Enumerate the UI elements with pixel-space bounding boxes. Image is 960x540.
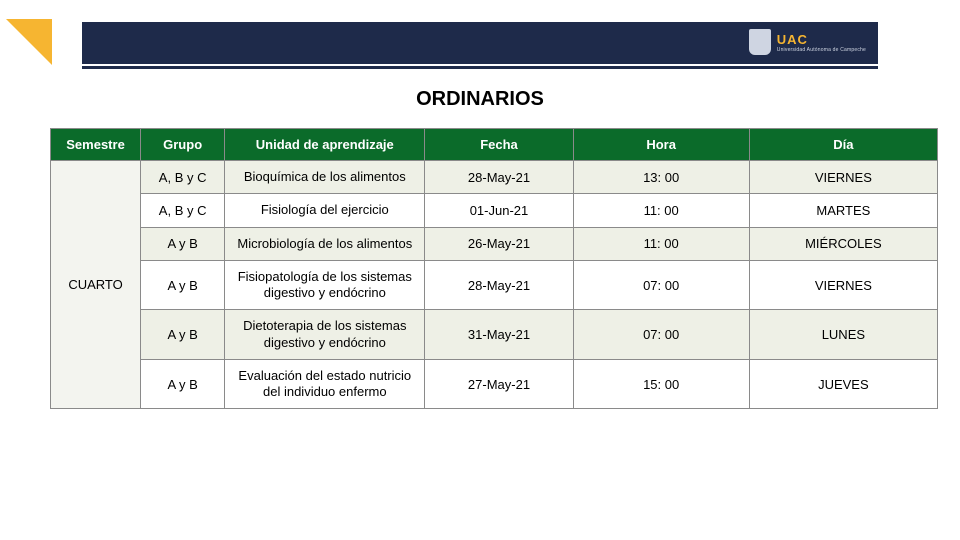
cell-hora: 11: 00 (573, 194, 749, 227)
schedule-table: Semestre Grupo Unidad de aprendizaje Fec… (50, 128, 938, 409)
logo-text-wrap: UAC Universidad Autónoma de Campeche (777, 32, 866, 53)
cell-unidad: Microbiología de los alimentos (225, 227, 425, 260)
cell-fecha: 31-May-21 (425, 310, 573, 360)
logo-subtext: Universidad Autónoma de Campeche (777, 47, 866, 53)
col-unidad: Unidad de aprendizaje (225, 129, 425, 161)
table-row: CUARTO A, B y C Bioquímica de los alimen… (51, 161, 938, 194)
cell-hora: 07: 00 (573, 310, 749, 360)
cell-unidad: Bioquímica de los alimentos (225, 161, 425, 194)
col-semestre: Semestre (51, 129, 141, 161)
cell-unidad: Fisiología del ejercicio (225, 194, 425, 227)
cell-hora: 07: 00 (573, 260, 749, 310)
accent-triangle (6, 19, 52, 65)
cell-unidad: Evaluación del estado nutricio del indiv… (225, 359, 425, 409)
cell-grupo: A, B y C (141, 161, 225, 194)
table-row: A, B y C Fisiología del ejercicio 01-Jun… (51, 194, 938, 227)
cell-dia: VIERNES (749, 260, 937, 310)
cell-dia: MARTES (749, 194, 937, 227)
cell-fecha: 01-Jun-21 (425, 194, 573, 227)
cell-semestre: CUARTO (51, 161, 141, 409)
cell-hora: 13: 00 (573, 161, 749, 194)
table-row: A y B Fisiopatología de los sistemas dig… (51, 260, 938, 310)
cell-unidad: Dietoterapia de los sistemas digestivo y… (225, 310, 425, 360)
page-title: ORDINARIOS (0, 88, 960, 111)
table-row: A y B Dietoterapia de los sistemas diges… (51, 310, 938, 360)
cell-unidad: Fisiopatología de los sistemas digestivo… (225, 260, 425, 310)
col-dia: Día (749, 129, 937, 161)
table-row: A y B Microbiología de los alimentos 26-… (51, 227, 938, 260)
cell-hora: 15: 00 (573, 359, 749, 409)
cell-fecha: 26-May-21 (425, 227, 573, 260)
banner-underline-thin (82, 62, 878, 64)
logo-text: UAC (777, 32, 866, 47)
logo-block: UAC Universidad Autónoma de Campeche (749, 28, 866, 56)
cell-fecha: 28-May-21 (425, 260, 573, 310)
table-row: A y B Evaluación del estado nutricio del… (51, 359, 938, 409)
cell-grupo: A y B (141, 310, 225, 360)
col-grupo: Grupo (141, 129, 225, 161)
cell-dia: MIÉRCOLES (749, 227, 937, 260)
col-hora: Hora (573, 129, 749, 161)
banner-underline-thick (82, 66, 878, 69)
table-header-row: Semestre Grupo Unidad de aprendizaje Fec… (51, 129, 938, 161)
cell-dia: LUNES (749, 310, 937, 360)
cell-dia: VIERNES (749, 161, 937, 194)
cell-fecha: 27-May-21 (425, 359, 573, 409)
schedule-table-wrap: Semestre Grupo Unidad de aprendizaje Fec… (50, 128, 938, 409)
cell-grupo: A y B (141, 260, 225, 310)
cell-hora: 11: 00 (573, 227, 749, 260)
cell-grupo: A y B (141, 359, 225, 409)
banner: UAC Universidad Autónoma de Campeche (0, 22, 960, 62)
col-fecha: Fecha (425, 129, 573, 161)
table-body: CUARTO A, B y C Bioquímica de los alimen… (51, 161, 938, 409)
cell-grupo: A y B (141, 227, 225, 260)
crest-icon (749, 29, 771, 55)
cell-fecha: 28-May-21 (425, 161, 573, 194)
cell-dia: JUEVES (749, 359, 937, 409)
cell-grupo: A, B y C (141, 194, 225, 227)
